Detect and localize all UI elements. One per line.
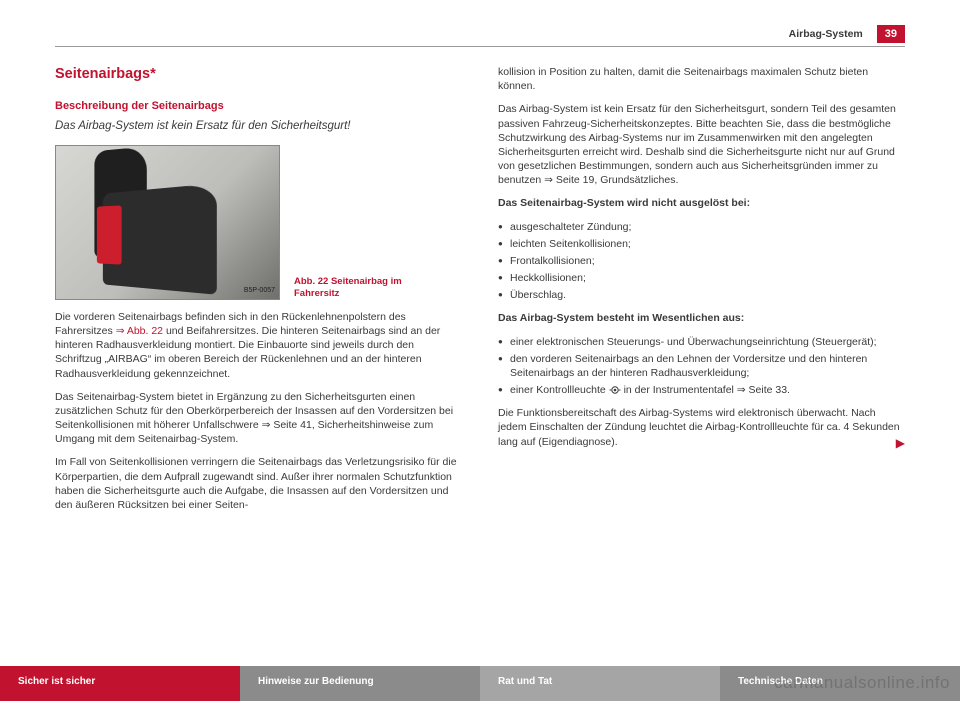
body-paragraph: Im Fall von Seitenkollisionen verringern… (55, 455, 462, 512)
list-item: Frontalkollisionen; (498, 254, 905, 268)
list-heading: Das Airbag-System besteht im Wesentliche… (498, 311, 905, 325)
body-paragraph: kollision in Position zu halten, damit d… (498, 65, 905, 93)
intro-text: Das Airbag-System ist kein Ersatz für de… (55, 119, 462, 135)
figure-image: B5P-0057 (55, 145, 280, 300)
list-item: Heckkollisionen; (498, 271, 905, 285)
figure-caption: Abb. 22 Seitenairbag im Fahrersitz (294, 276, 414, 300)
footer-tab-active[interactable]: Sicher ist sicher (0, 666, 240, 701)
content-columns: Seitenairbags* Beschreibung der Seitenai… (55, 65, 905, 620)
warning-lamp-icon (609, 385, 621, 395)
list-heading: Das Seitenairbag-System wird nicht ausge… (498, 196, 905, 210)
footer-tab[interactable]: Hinweise zur Bedienung (240, 666, 480, 701)
list-item: leichten Seitenkollisionen; (498, 237, 905, 251)
body-paragraph: Das Seitenairbag-System bietet in Ergänz… (55, 390, 462, 447)
page-number: 39 (877, 25, 905, 43)
consists-of-list: einer elektronischen Steuerungs- und Übe… (498, 335, 905, 398)
list-item: Überschlag. (498, 288, 905, 302)
list-item: ausgeschalteter Zündung; (498, 220, 905, 234)
left-column: Seitenairbags* Beschreibung der Seitenai… (55, 65, 462, 620)
footer-tab[interactable]: Technische Daten (720, 666, 960, 701)
subsection-heading: Beschreibung der Seitenairbags (55, 99, 462, 114)
list-item: einer Kontrollleuchte in der Instrumente… (498, 383, 905, 397)
section-heading: Seitenairbags* (55, 65, 462, 85)
list-item: einer elektronischen Steuerungs- und Übe… (498, 335, 905, 349)
right-column: kollision in Position zu halten, damit d… (498, 65, 905, 620)
footer-tab[interactable]: Rat und Tat (480, 666, 720, 701)
text-run: in der Instrumententafel ⇒ Seite 33. (624, 384, 790, 396)
header-section-title: Airbag-System (789, 28, 863, 40)
figure-id-tag: B5P-0057 (244, 286, 275, 295)
figure-with-caption: B5P-0057 Abb. 22 Seitenairbag im Fahrers… (55, 145, 462, 300)
body-paragraph: Die Funktionsbereitschaft des Airbag-Sys… (498, 406, 905, 449)
list-item: den vorderen Seitenairbags an den Lehnen… (498, 352, 905, 380)
body-paragraph: Das Airbag-System ist kein Ersatz für de… (498, 102, 905, 187)
page-header: Airbag-System 39 (55, 25, 905, 47)
figure-ref: ⇒ Abb. 22 (116, 325, 163, 337)
text-run: Die Funktionsbereitschaft des Airbag-Sys… (498, 407, 900, 447)
not-triggered-list: ausgeschalteter Zündung; leichten Seiten… (498, 220, 905, 303)
text-run: einer Kontrollleuchte (510, 384, 609, 396)
body-paragraph: Die vorderen Seitenairbags befinden sich… (55, 310, 462, 381)
airbag-highlight (97, 205, 122, 264)
continue-arrow-icon: ▶ (896, 435, 905, 451)
footer-tabs: Sicher ist sicher Hinweise zur Bedienung… (0, 666, 960, 701)
